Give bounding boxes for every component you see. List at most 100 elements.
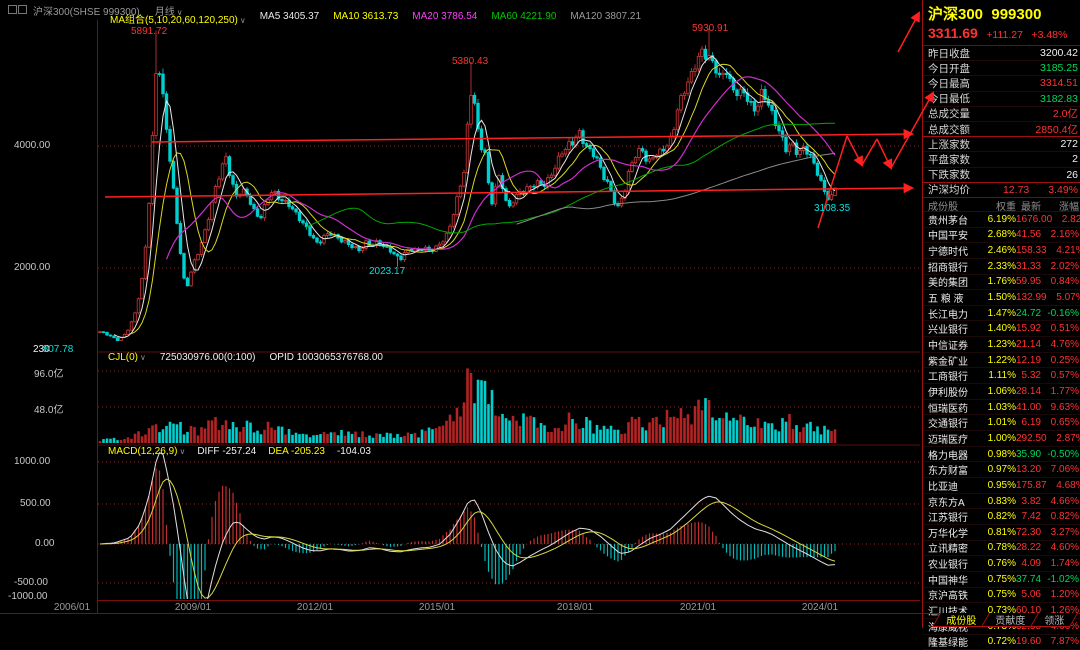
stock-row[interactable]: 中国神华 0.75% 37.74 -1.02%	[923, 572, 1080, 588]
stock-price: 37.74	[1016, 573, 1042, 585]
stock-row[interactable]: 贵州茅台 6.19%1676.00 2.82%	[923, 212, 1080, 228]
stock-row[interactable]: 比亚迪 0.95%175.87 4.68%	[923, 478, 1080, 494]
stock-row[interactable]: 五 粮 液 1.50%132.99 5.07%	[923, 290, 1080, 306]
stock-name: 农业银行	[928, 560, 968, 572]
period-selector[interactable]: 月线 ∨	[154, 7, 183, 18]
stock-name: 交通银行	[928, 419, 968, 431]
stock-name: 恒瑞医药	[928, 403, 968, 415]
stock-change: 2.02%	[1050, 260, 1080, 272]
ma-value: MA5 3405.37	[259, 11, 320, 22]
quote-row: 总成交量 2.0亿	[923, 107, 1080, 122]
stock-name: 隆基绿能	[928, 638, 968, 650]
stock-change: 4.66%	[1050, 495, 1079, 507]
ma-combo-selector[interactable]: MA组合(5,10,20,60,120,250) ∨	[110, 15, 246, 26]
stock-weight: 1.47%	[987, 307, 1016, 319]
annotation-high-2007: 5891.72	[131, 26, 168, 37]
stock-row[interactable]: 中国平安 2.68% 41.56 2.16%	[923, 228, 1080, 244]
tab-领涨[interactable]: 领涨	[1029, 613, 1079, 627]
annotation-high-2015: 5380.43	[452, 56, 489, 67]
stock-change: 5.07%	[1056, 291, 1080, 303]
x-axis-label: 2009/01	[174, 602, 212, 613]
stock-price: 4.09	[1021, 558, 1041, 570]
stock-change: 0.25%	[1050, 354, 1080, 366]
stock-row[interactable]: 东方财富 0.97% 13.20 7.06%	[923, 462, 1080, 479]
last-price: 3311.69	[928, 25, 978, 41]
annotation-low-2024: 3108.35	[814, 203, 851, 214]
stock-change: 7.06%	[1050, 464, 1080, 476]
stock-weight: 0.98%	[987, 448, 1016, 460]
ma-value: MA10 3613.73	[333, 11, 399, 22]
window-icon	[8, 4, 28, 17]
stock-row[interactable]: 兴业银行 1.40% 15.92 0.51%	[923, 321, 1080, 338]
macd-selector[interactable]: MACD(12,26,9) ∨	[108, 446, 186, 457]
stock-change: -0.50%	[1047, 448, 1080, 460]
quote-row: 昨日收盘 3200.42	[923, 46, 1080, 62]
stock-name: 兴业银行	[928, 325, 968, 337]
stock-name: 万华化学	[928, 528, 968, 540]
stock-row[interactable]: 紫金矿业 1.22% 12.19 0.25%	[923, 353, 1080, 369]
stock-row[interactable]: 宁德时代 2.46%158.33 4.21%	[923, 243, 1080, 259]
stock-change: -0.16%	[1047, 307, 1080, 319]
index-title: 沪深300 999300	[928, 6, 1042, 23]
stock-name: 伊利股份	[928, 387, 968, 399]
stock-price: 292.50	[1016, 432, 1047, 444]
stock-weight: 0.75%	[987, 573, 1016, 585]
cjl-selector[interactable]: CJL(0) ∨	[108, 352, 146, 363]
chevron-down-icon: ∨	[140, 353, 146, 362]
stock-price: 12.19	[1016, 354, 1042, 366]
stock-change: 0.84%	[1050, 276, 1080, 288]
stock-row[interactable]: 伊利股份 1.06% 28.14 1.77%	[923, 384, 1080, 400]
window-title: 沪深300(SHSE 999300)	[33, 7, 140, 18]
stock-change: 0.65%	[1050, 417, 1079, 429]
stock-row[interactable]: 农业银行 0.76% 4.09 1.74%	[923, 556, 1080, 572]
stock-weight: 1.23%	[987, 338, 1016, 350]
stock-weight: 1.22%	[987, 354, 1016, 366]
stock-name: 中国平安	[928, 231, 968, 243]
stock-price: 24.72	[1016, 307, 1042, 319]
stock-price: 7.42	[1021, 511, 1041, 523]
stock-name: 立讯精密	[928, 544, 968, 556]
quote-row: 今日最高 3314.51	[923, 76, 1080, 92]
quote-rows: 昨日收盘 3200.42 今日开盘 3185.25 今日最高 3314.51 今日最低 318…	[923, 46, 1080, 183]
stock-weight: 1.11%	[988, 370, 1016, 382]
stock-price: 35.90	[1016, 448, 1042, 460]
y-axis-label: 4000.00	[14, 140, 51, 151]
stock-row[interactable]: 招商银行 2.33% 31.33 2.02%	[923, 259, 1080, 275]
stock-row[interactable]: 工商银行 1.11% 5.32 0.57%	[923, 368, 1080, 385]
stock-weight: 0.81%	[987, 526, 1016, 538]
window-titlebar: 沪深300(SHSE 999300) 月线 ∨	[8, 3, 183, 18]
stock-price: 31.33	[1016, 260, 1042, 272]
stock-weight: 1.06%	[987, 385, 1016, 397]
price-change-pct: +3.48%	[1031, 29, 1068, 41]
stock-row[interactable]: 京沪高铁 0.75% 5.06 1.20%	[923, 588, 1080, 604]
stock-row[interactable]: 格力电器 0.98% 35.90 -0.50%	[923, 447, 1080, 463]
stock-row[interactable]: 万华化学 0.81% 72.30 3.27%	[923, 525, 1080, 541]
stock-weight: 2.33%	[987, 260, 1016, 272]
main-chart-canvas[interactable]	[0, 0, 1080, 628]
stock-row[interactable]: 京东方A 0.83% 3.82 4.66%	[923, 494, 1080, 510]
stock-row[interactable]: 迈瑞医疗 1.00%292.50 2.87%	[923, 431, 1080, 447]
stock-row[interactable]: 交通银行 1.01% 6.19 0.65%	[923, 415, 1080, 432]
stock-weight: 1.50%	[987, 291, 1016, 303]
chevron-down-icon: ∨	[176, 8, 183, 17]
stock-row[interactable]: 立讯精密 0.78% 28.22 4.60%	[923, 541, 1080, 557]
stock-row[interactable]: 长江电力 1.47% 24.72 -0.16%	[923, 306, 1080, 322]
macd-axis-label: 0.00	[35, 538, 55, 549]
chevron-down-icon: ∨	[179, 447, 186, 456]
y-axis-label: 2000.00	[14, 262, 51, 273]
ma-value: MA60 4221.90	[491, 11, 557, 22]
stock-weight: 0.83%	[987, 495, 1016, 507]
stock-change: 9.63%	[1050, 401, 1080, 413]
x-axis-label: 2024/01	[801, 602, 839, 613]
stock-row[interactable]: 江苏银行 0.82% 7.42 0.82%	[923, 509, 1080, 525]
stock-row[interactable]: 美的集团 1.76% 59.95 0.84%	[923, 275, 1080, 291]
stock-name: 中国神华	[928, 575, 968, 587]
stock-weight: 6.19%	[987, 213, 1016, 225]
ma-indicator-header: MA组合(5,10,20,60,120,250) ∨ MA5 3405.37 MA1…	[110, 11, 641, 26]
stock-row[interactable]: 隆基绿能 0.72% 19.60 7.87%	[923, 635, 1080, 650]
stock-change: 7.87%	[1050, 636, 1080, 648]
stock-row[interactable]: 恒瑞医药 1.03% 41.00 9.63%	[923, 400, 1080, 416]
quote-row: 总成交额 2850.4亿	[923, 122, 1080, 138]
stock-row[interactable]: 中信证券 1.23% 21.14 4.76%	[923, 337, 1080, 353]
stock-name: 格力电器	[928, 450, 968, 462]
